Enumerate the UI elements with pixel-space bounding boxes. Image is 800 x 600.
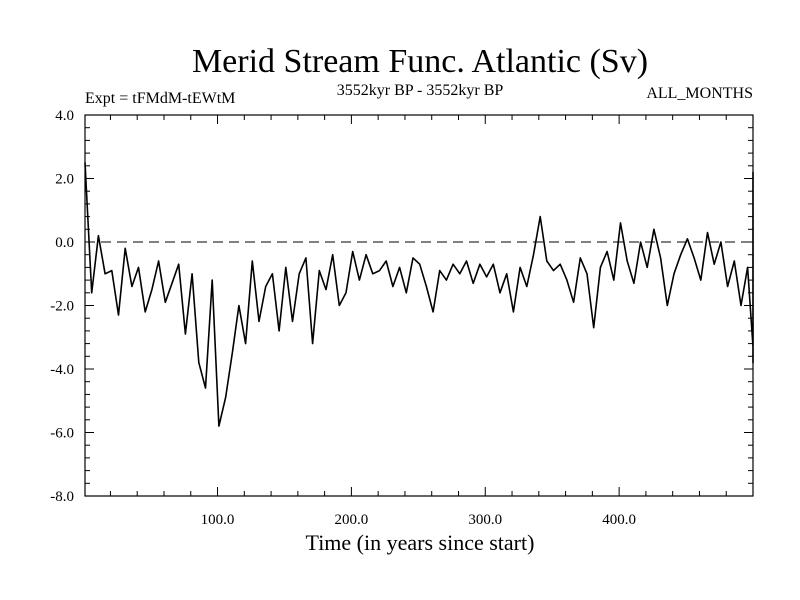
chart-title: Merid Stream Func. Atlantic (Sv) bbox=[192, 43, 648, 80]
x-tick-label: 200.0 bbox=[335, 512, 369, 528]
period-label: 3552kyr BP - 3552kyr BP bbox=[337, 82, 504, 99]
experiment-label: Expt = tFMdM-tEWtM bbox=[85, 90, 235, 107]
x-tick-label: 400.0 bbox=[602, 512, 636, 528]
y-tick-label: 0.0 bbox=[55, 235, 74, 251]
plot-frame bbox=[84, 114, 754, 497]
x-tick-label: 300.0 bbox=[468, 512, 502, 528]
x-tick-label: 100.0 bbox=[201, 512, 235, 528]
y-tick-label: -2.0 bbox=[50, 299, 74, 315]
months-label: ALL_MONTHS bbox=[646, 85, 753, 102]
y-tick-label: -8.0 bbox=[50, 489, 74, 505]
y-tick-label: -6.0 bbox=[50, 426, 74, 442]
x-axis: 100.0 200.0 300.0 400.0 bbox=[109, 115, 754, 528]
y-tick-label: -4.0 bbox=[50, 362, 74, 378]
y-axis: 4.0 2.0 0.0 -2.0 -4.0 -6.0 -8.0 bbox=[50, 108, 753, 505]
x-axis-title: Time (in years since start) bbox=[306, 530, 535, 555]
series-line bbox=[84, 162, 754, 427]
y-tick-label: 2.0 bbox=[55, 172, 74, 188]
y-tick-label: 4.0 bbox=[55, 108, 74, 124]
